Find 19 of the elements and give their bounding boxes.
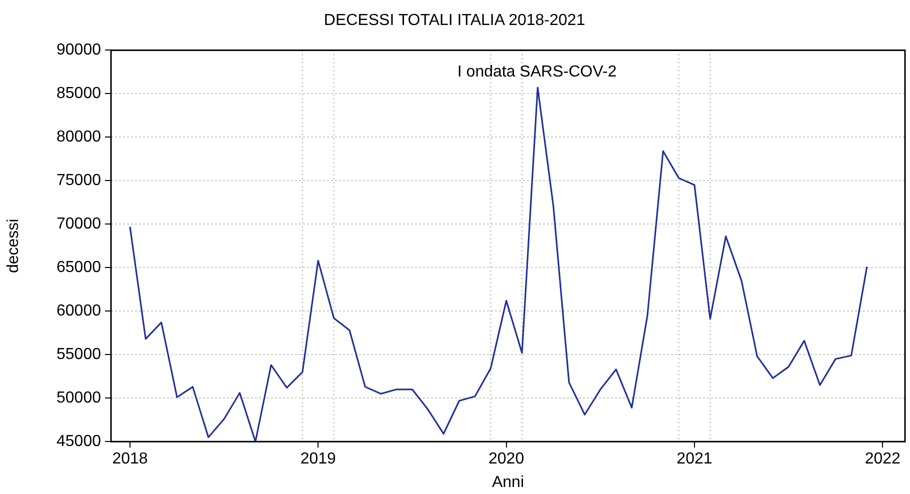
x-axis-title: Anni [492,474,524,491]
y-axis-title: decessi [5,218,22,274]
x-tick-label: 2020 [488,450,524,468]
x-tick-label: 2021 [676,450,712,468]
x-tick-label: 2019 [300,450,336,468]
annotation: I ondata SARS-COV-2 [457,64,617,81]
y-tick-label: 75000 [56,172,102,190]
chart-title: DECESSI TOTALI ITALIA 2018-2021 [324,12,586,30]
y-tick-label: 80000 [56,128,102,146]
y-tick-label: 60000 [56,302,102,320]
y-tick-label: 85000 [56,85,102,102]
y-tick-label: 55000 [56,346,102,364]
x-tick-label: 2022 [864,450,901,468]
y-tick-label: 45000 [56,433,102,450]
y-tick-label: 70000 [56,216,102,233]
y-tick-label: 50000 [56,390,102,407]
y-tick-label: 65000 [56,259,102,276]
y-tick-label: 90000 [56,42,102,59]
x-tick-label: 2018 [112,450,148,468]
